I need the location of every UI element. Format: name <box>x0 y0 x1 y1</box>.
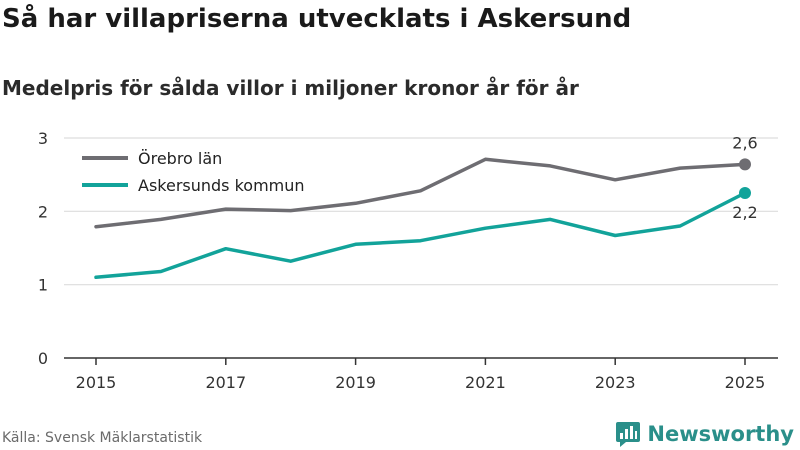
chart-subtitle: Medelpris för sålda villor i miljoner kr… <box>2 76 579 100</box>
legend-label: Örebro län <box>138 149 222 168</box>
source-note: Källa: Svensk Mäklarstatistik <box>2 430 203 446</box>
x-tick-label: 2019 <box>335 373 376 392</box>
y-tick-label: 3 <box>38 129 48 148</box>
series-end-point <box>739 158 751 171</box>
x-axis: 2015 2017 2019 2021 2023 2025 <box>64 357 778 392</box>
x-tick-label: 2017 <box>205 373 246 392</box>
x-tick-label: 2015 <box>76 373 117 392</box>
y-tick-label: 1 <box>38 276 48 295</box>
chart-title: Så har villapriserna utvecklats i Askers… <box>2 4 632 34</box>
y-axis-ticks: 0 1 2 3 <box>38 129 48 368</box>
end-value-label: 2,2 <box>732 203 757 222</box>
line-chart: 0 1 2 3 2015 2017 2019 2021 2023 2025 2,6 2,2 Öre… <box>38 129 778 392</box>
legend-label: Askersunds kommun <box>138 176 305 195</box>
end-value-label: 2,6 <box>732 133 757 152</box>
x-tick-label: 2023 <box>595 373 636 392</box>
x-tick-label: 2025 <box>725 373 766 392</box>
y-tick-label: 2 <box>38 202 48 221</box>
series-line-orebro-lan <box>94 157 747 229</box>
grid <box>64 137 778 286</box>
series: 2,6 2,2 <box>94 133 758 280</box>
series-end-point <box>739 187 751 199</box>
brand-logo[interactable]: Newsworthy <box>615 419 794 449</box>
x-tick-label: 2021 <box>465 373 506 392</box>
series-line-askersunds-kommun <box>94 191 747 280</box>
legend: Örebro län Askersunds kommun <box>82 149 305 195</box>
brand-name: Newsworthy <box>647 422 794 446</box>
newsworthy-logo-icon <box>616 422 641 447</box>
y-tick-label: 0 <box>38 349 48 368</box>
